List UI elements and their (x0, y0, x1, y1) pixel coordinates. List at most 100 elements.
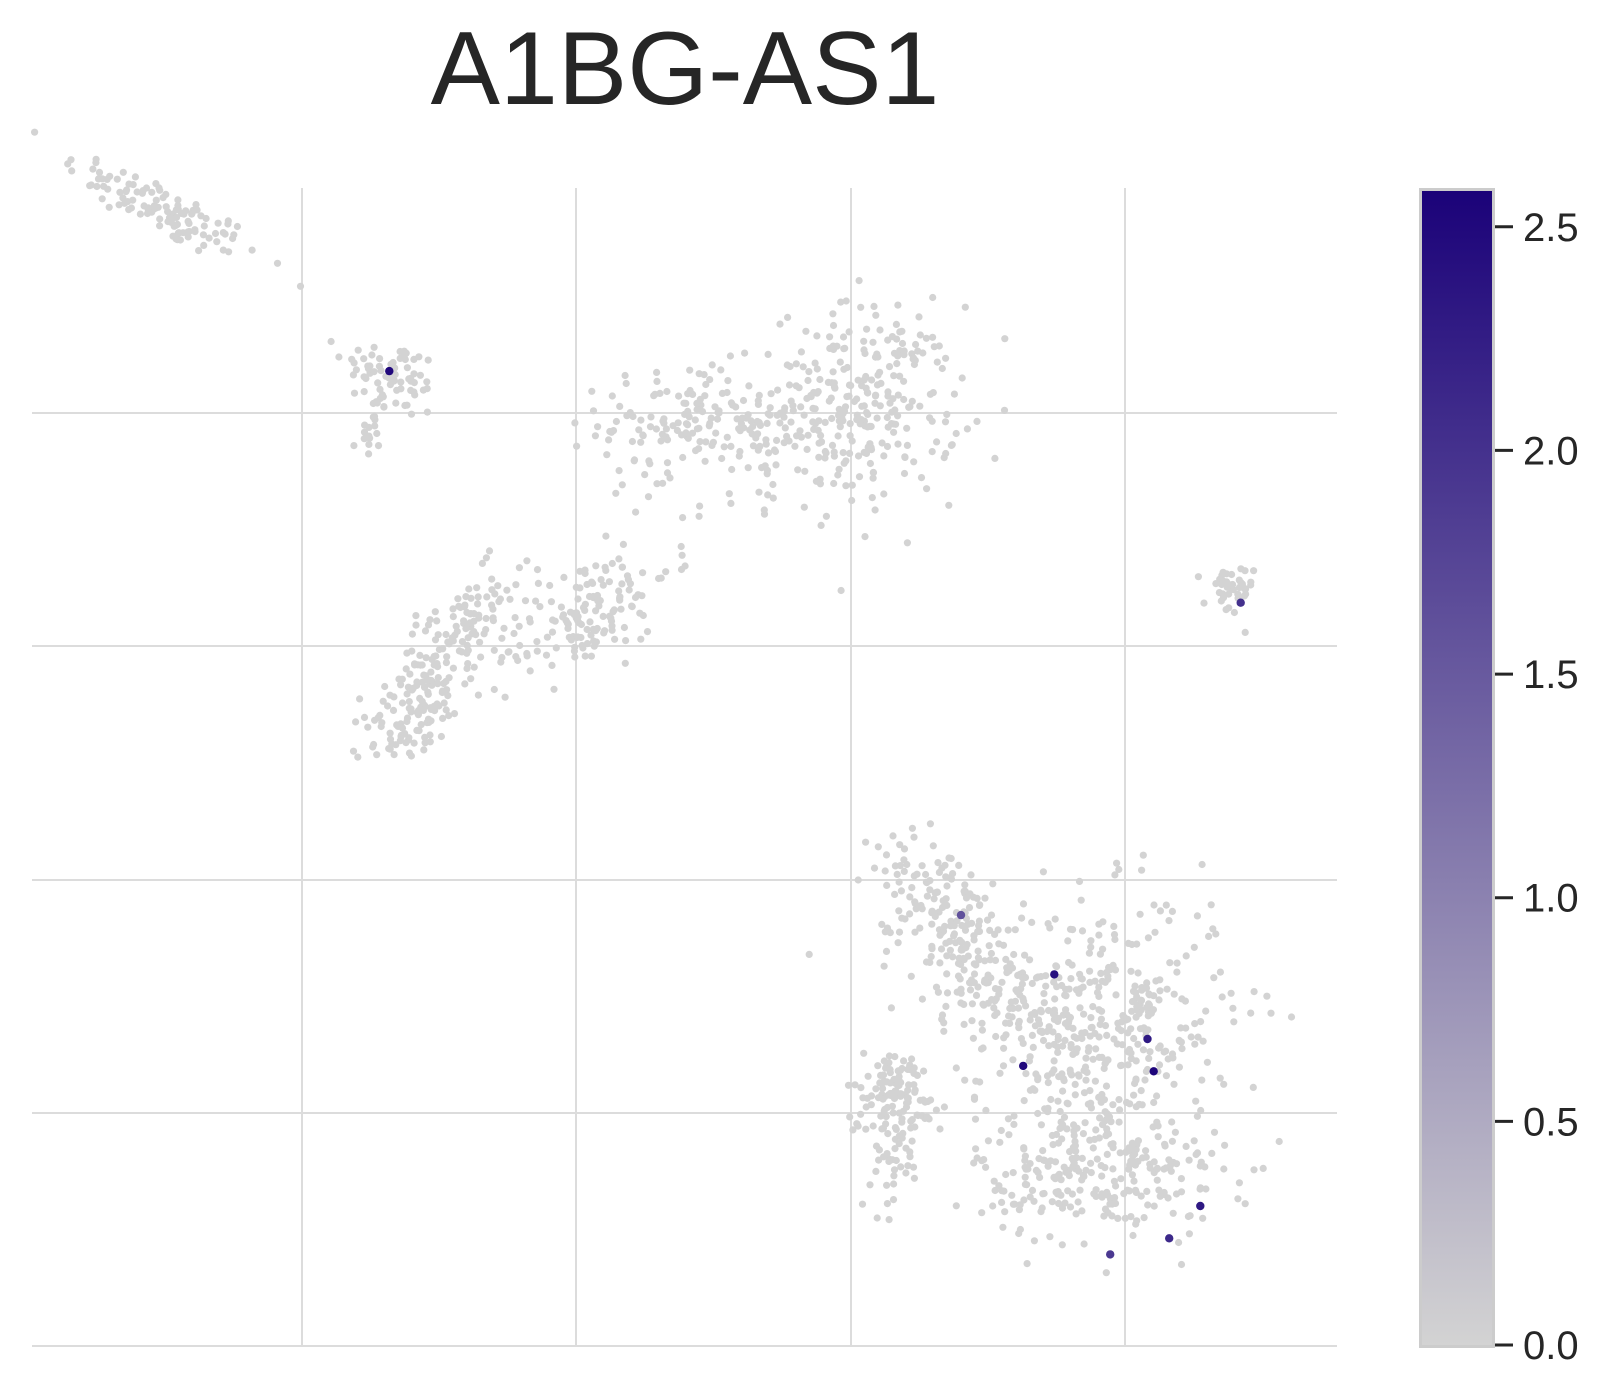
cell-point (335, 353, 343, 361)
cell-point (938, 364, 946, 373)
cell-point (902, 1169, 910, 1177)
cell-point (64, 160, 72, 168)
cell-point (618, 563, 626, 571)
cell-point (1095, 983, 1103, 991)
cell-point (684, 421, 692, 429)
cell-point (970, 970, 979, 978)
cell-point (523, 652, 531, 660)
cell-point (370, 368, 378, 376)
cell-point (1101, 978, 1109, 986)
cell-point (403, 364, 411, 372)
cell-point (713, 415, 722, 423)
cell-point (384, 702, 392, 710)
cell-point (408, 630, 416, 638)
cell-point (882, 1113, 890, 1121)
cell-point (1103, 1150, 1111, 1158)
cell-point (688, 429, 697, 437)
cell-point (372, 398, 380, 406)
cell-point (1182, 1024, 1190, 1032)
cell-point (1198, 860, 1206, 869)
cell-point (1192, 1150, 1200, 1159)
cell-point (1113, 859, 1121, 867)
cell-point (647, 413, 655, 421)
cell-point (981, 894, 989, 902)
cell-point (470, 663, 478, 671)
cell-point (882, 947, 891, 956)
cell-point (605, 578, 614, 586)
cell-point (930, 909, 938, 917)
cell-point (1080, 1089, 1089, 1097)
cell-point (1193, 1112, 1201, 1120)
cell-point (862, 838, 870, 846)
cell-point (895, 1132, 904, 1140)
cell-point (1034, 1109, 1042, 1118)
cell-point (1197, 1158, 1205, 1166)
cell-point (611, 635, 619, 643)
cell-point (1125, 1187, 1133, 1195)
cell-point (966, 979, 974, 987)
cell-point (410, 739, 418, 747)
cell-point (764, 350, 772, 358)
cell-point (121, 199, 129, 207)
cell-point (898, 914, 906, 922)
cell-point (498, 634, 506, 642)
cell-point (474, 691, 482, 699)
cell-point (810, 425, 818, 433)
cell-point (869, 1122, 877, 1130)
cell-point (581, 600, 590, 608)
cell-point (1005, 1131, 1013, 1139)
cell-point (979, 1044, 987, 1052)
cell-point (1142, 1153, 1150, 1161)
cell-point (591, 432, 600, 440)
cell-point (1061, 1009, 1070, 1018)
cell-point (935, 868, 944, 877)
cell-point (727, 442, 735, 450)
cell-point (1078, 1207, 1086, 1215)
cell-point (1021, 951, 1029, 959)
cell-point (809, 404, 817, 412)
cell-point (879, 1095, 887, 1103)
cell-point (1081, 1119, 1089, 1127)
cell-point (1132, 1013, 1140, 1021)
cell-point (828, 441, 837, 449)
cell-point (1021, 1152, 1029, 1160)
cell-point (926, 877, 934, 885)
cell-point (744, 464, 752, 472)
cell-point (891, 1053, 899, 1061)
cell-point (912, 340, 920, 349)
cell-point (1067, 975, 1075, 983)
cell-point (887, 1004, 896, 1012)
cell-point (870, 302, 878, 310)
cell-point (927, 953, 935, 961)
cell-point (883, 881, 891, 890)
cell-point (1137, 1087, 1145, 1095)
cell-point (968, 1000, 977, 1008)
cell-point (1102, 1269, 1110, 1277)
cell-point (916, 331, 924, 339)
cell-point (476, 638, 484, 646)
cell-point (1112, 991, 1120, 999)
cell-point (774, 386, 782, 394)
cell-point (857, 303, 865, 311)
cell-point (1153, 1092, 1161, 1100)
cell-point (503, 586, 511, 594)
cell-point (403, 690, 411, 698)
cell-point (1020, 1097, 1028, 1105)
expressed-cell-point (956, 910, 966, 920)
cell-point (136, 210, 144, 218)
cell-point (1057, 1118, 1065, 1126)
cell-point (609, 608, 617, 616)
cell-point (1141, 1076, 1149, 1084)
cell-point (831, 384, 839, 392)
cell-point (802, 327, 810, 335)
cell-point (693, 425, 702, 433)
cell-point (606, 427, 614, 436)
colorbar-tick-label: 2.0 (1523, 429, 1579, 473)
cell-point (127, 204, 135, 212)
cell-point (1105, 1130, 1113, 1138)
cell-point (974, 983, 982, 991)
cell-point (755, 391, 763, 399)
cell-point (219, 246, 227, 254)
cell-point (948, 441, 956, 449)
cell-point (952, 939, 960, 947)
